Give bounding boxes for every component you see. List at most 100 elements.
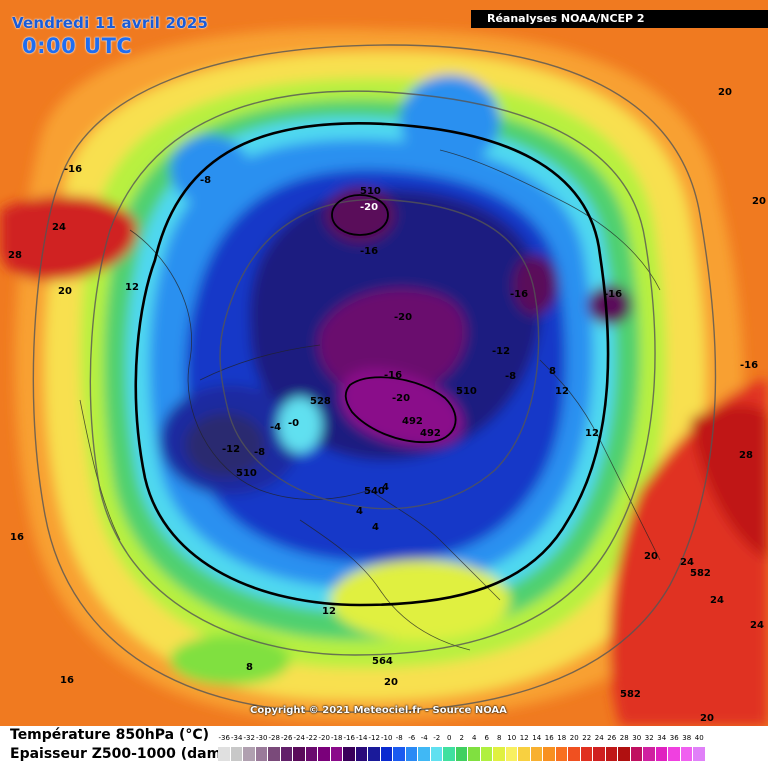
scale-cell: 18 [555, 731, 568, 763]
thickness-label: 528 [310, 396, 331, 407]
scale-cell: 24 [593, 731, 606, 763]
scale-swatch [380, 747, 393, 761]
scale-cell: 2 [455, 731, 468, 763]
scale-label: -24 [293, 734, 305, 742]
thickness-label: 540 [364, 486, 385, 497]
scale-cell: -34 [230, 731, 243, 763]
color-scale: -36 -34 -32 -30 -28 -26 -24 -22 -20 -18 -16 -14 -12-… [218, 731, 706, 763]
temp-label: 20 [752, 196, 766, 207]
scale-label: -22 [306, 734, 318, 742]
scale-label: 8 [497, 734, 502, 742]
scale-cell: 34 [655, 731, 668, 763]
thickness-contours [32, 44, 717, 713]
temp-label: -0 [288, 418, 299, 429]
scale-label: -6 [408, 734, 416, 742]
scale-cell: -24 [293, 731, 306, 763]
temp-label: 24 [680, 557, 694, 568]
scale-cell: -36 [218, 731, 231, 763]
scale-label: 36 [669, 734, 679, 742]
scale-cell: -22 [305, 731, 318, 763]
scale-swatch [243, 747, 256, 761]
scale-swatch [605, 747, 618, 761]
scale-cell: -2 [430, 731, 443, 763]
scale-cell: -26 [280, 731, 293, 763]
temp-label: 12 [322, 606, 336, 617]
temp-label: 20 [718, 87, 732, 98]
scale-label: -12 [368, 734, 380, 742]
scale-label: 34 [657, 734, 667, 742]
temp-label: -16 [384, 370, 402, 381]
temp-label: 20 [384, 677, 398, 688]
temp-label: 16 [10, 532, 24, 543]
copyright-text: Copyright © 2021 Meteociel.fr - Source N… [250, 705, 507, 716]
temp-label: -8 [254, 447, 265, 458]
temp-label: 24 [52, 222, 66, 233]
scale-label: 26 [607, 734, 617, 742]
source-badge: Réanalyses NOAA/NCEP 2 [471, 10, 768, 28]
scale-swatch [580, 747, 593, 761]
temp-label: 28 [739, 450, 753, 461]
scale-label: -10 [381, 734, 393, 742]
scale-label: 40 [694, 734, 704, 742]
scale-cell: 12 [518, 731, 531, 763]
temp-label: 8 [246, 662, 253, 673]
scale-cell: 40 [693, 731, 706, 763]
scale-cell: 38 [680, 731, 693, 763]
scale-cell: -6 [405, 731, 418, 763]
temp-label: -12 [492, 346, 510, 357]
scale-cell: -16 [343, 731, 356, 763]
scale-swatch [343, 747, 356, 761]
scale-swatch [518, 747, 531, 761]
scale-swatch [480, 747, 493, 761]
scale-swatch [430, 747, 443, 761]
scale-swatch [668, 747, 681, 761]
scale-label: -2 [433, 734, 441, 742]
temp-label: -8 [200, 175, 211, 186]
scale-label: 0 [447, 734, 452, 742]
scale-swatch [630, 747, 643, 761]
temp-label: 4 [382, 482, 389, 493]
scale-cell: 22 [580, 731, 593, 763]
scale-cell: 10 [505, 731, 518, 763]
temp-label: 12 [585, 428, 599, 439]
time-title: 0:00 UTC [22, 34, 133, 58]
scale-swatch [593, 747, 606, 761]
scale-swatch [405, 747, 418, 761]
scale-swatch [493, 747, 506, 761]
scale-label: -34 [231, 734, 243, 742]
scale-swatch [555, 747, 568, 761]
thickness-label: 582 [690, 568, 711, 579]
scale-cell: -4 [418, 731, 431, 763]
scale-swatch [355, 747, 368, 761]
scale-cell: -14 [355, 731, 368, 763]
scale-label: 38 [682, 734, 692, 742]
scale-swatch [680, 747, 693, 761]
scale-label: 16 [544, 734, 554, 742]
scale-swatch [318, 747, 331, 761]
scale-cell: -8 [393, 731, 406, 763]
temp-label: -12 [222, 444, 240, 455]
scale-label: -30 [256, 734, 268, 742]
scale-cell: -28 [268, 731, 281, 763]
scale-label: 30 [632, 734, 642, 742]
scale-label: -14 [356, 734, 368, 742]
scale-cell: -12 [368, 731, 381, 763]
temp-label: 4 [356, 506, 363, 517]
temp-label: 20 [700, 713, 714, 724]
temp-label: -20 [394, 312, 412, 323]
scale-swatch [568, 747, 581, 761]
temp-label: -16 [360, 246, 378, 257]
scale-cell: 36 [668, 731, 681, 763]
scale-label: 28 [619, 734, 629, 742]
scale-cell: 32 [643, 731, 656, 763]
scale-label: -4 [420, 734, 428, 742]
cold-core-contours [331, 194, 457, 444]
temp-label: 12 [555, 386, 569, 397]
temp-label: -20 [392, 393, 410, 404]
scale-label: 14 [532, 734, 542, 742]
scale-label: -8 [395, 734, 403, 742]
thickness-label: 510 [236, 468, 257, 479]
scale-label: 10 [507, 734, 517, 742]
thickness-label: 582 [620, 689, 641, 700]
scale-cell: 28 [618, 731, 631, 763]
